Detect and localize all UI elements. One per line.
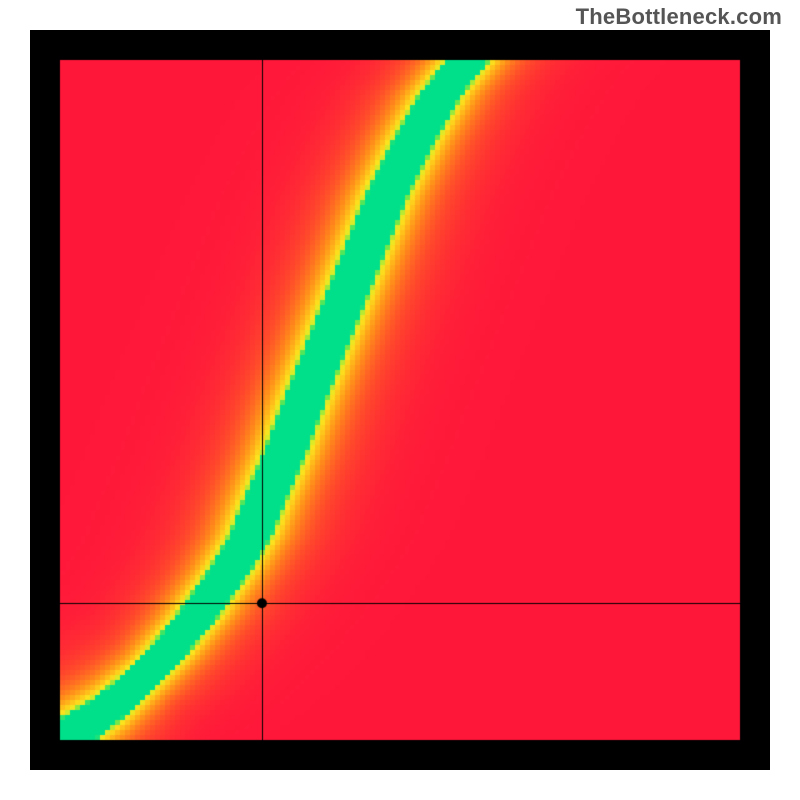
attribution-text: TheBottleneck.com xyxy=(576,4,782,30)
bottleneck-heatmap xyxy=(30,30,770,770)
